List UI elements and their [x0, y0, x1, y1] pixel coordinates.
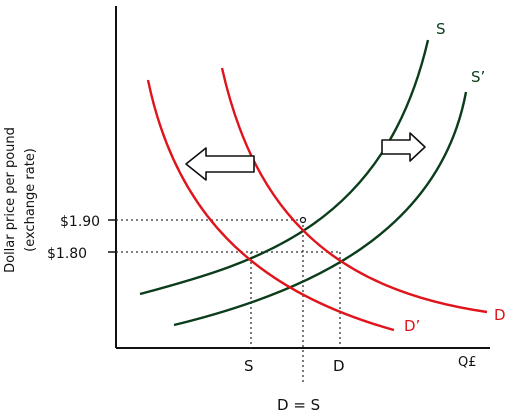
label-supply-s-prime: S’ — [471, 68, 485, 86]
supply-curve-s — [139, 39, 430, 296]
supply-curve-s-prime — [173, 91, 468, 327]
shift-left-arrow-icon — [185, 147, 255, 181]
label-demand-d-prime: D’ — [404, 317, 420, 335]
tick-label-d: D — [333, 357, 345, 375]
shift-right-arrow-icon — [381, 132, 426, 162]
tick-label-s: S — [244, 357, 254, 375]
price-label-1-80: $1.80 — [47, 246, 87, 262]
x-axis-label: Q£ — [458, 355, 477, 370]
equation-label: D = S — [277, 396, 320, 414]
y-axis-title-line1: Dollar price per pound — [3, 127, 18, 273]
y-axis-title: Dollar price per pound (exchange rate) — [3, 127, 38, 273]
guide-lines — [116, 219, 341, 385]
price-label-1-90: $1.90 — [60, 214, 100, 230]
equilibrium-point — [299, 216, 307, 224]
label-demand-d: D — [494, 306, 506, 324]
y-axis-title-line2: (exchange rate) — [23, 148, 38, 252]
demand-curve-d-prime — [146, 79, 395, 332]
label-supply-s: S — [436, 20, 446, 38]
demand-curve-d — [220, 67, 488, 314]
